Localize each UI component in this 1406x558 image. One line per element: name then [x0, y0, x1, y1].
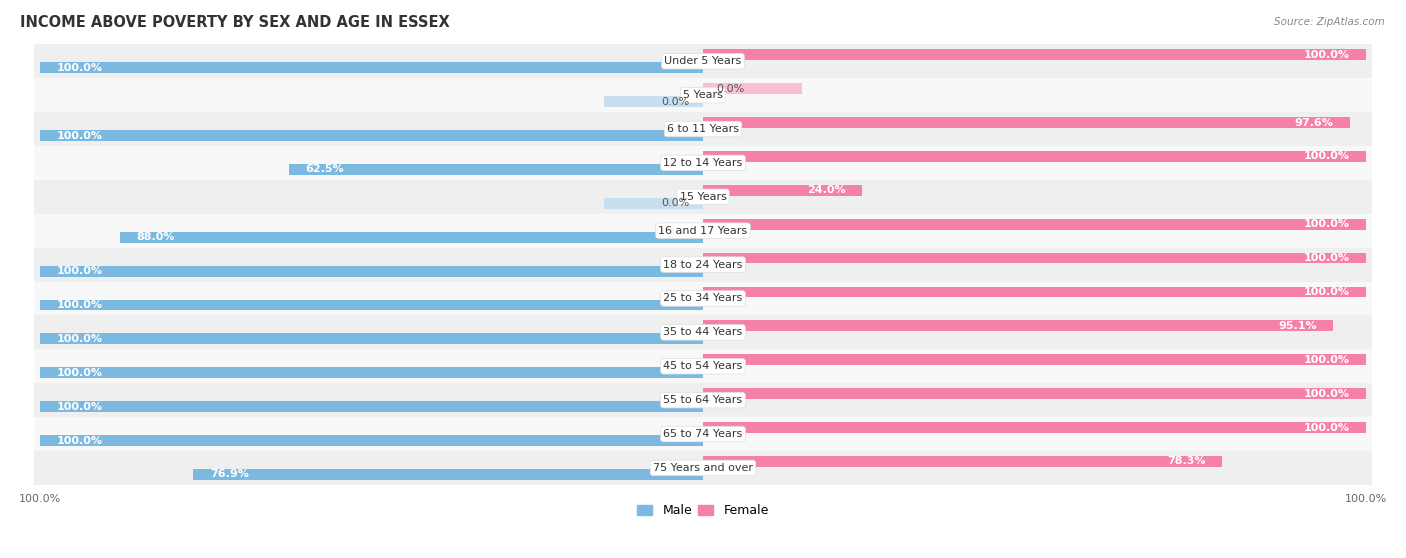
Bar	[703, 422, 1365, 433]
Text: 97.6%: 97.6%	[1295, 118, 1333, 127]
Bar	[34, 383, 1372, 417]
Bar	[41, 367, 703, 378]
Bar	[34, 451, 1372, 485]
Text: 65 to 74 Years: 65 to 74 Years	[664, 429, 742, 439]
Bar	[603, 198, 703, 209]
Text: 100.0%: 100.0%	[56, 368, 103, 378]
Bar	[703, 253, 1365, 263]
Text: 88.0%: 88.0%	[136, 232, 174, 242]
Text: 100.0%: 100.0%	[1303, 219, 1350, 229]
Legend: Male, Female: Male, Female	[633, 499, 773, 522]
Bar	[703, 320, 1333, 331]
Text: 100.0%: 100.0%	[56, 334, 103, 344]
Text: 100.0%: 100.0%	[1303, 355, 1350, 365]
Bar	[34, 214, 1372, 248]
Bar	[703, 354, 1365, 365]
Bar	[193, 469, 703, 480]
Bar	[34, 112, 1372, 146]
Text: 24.0%: 24.0%	[807, 185, 845, 195]
Bar	[41, 435, 703, 446]
Text: 100.0%: 100.0%	[56, 266, 103, 276]
Text: 0.0%: 0.0%	[661, 198, 690, 208]
Bar	[703, 388, 1365, 399]
Text: 0.0%: 0.0%	[716, 84, 745, 94]
Bar	[288, 164, 703, 175]
Bar	[41, 62, 703, 73]
Bar	[41, 300, 703, 310]
Bar	[34, 349, 1372, 383]
Text: 45 to 54 Years: 45 to 54 Years	[664, 361, 742, 371]
Bar	[703, 219, 1365, 229]
Bar	[603, 96, 703, 107]
Text: 100.0%: 100.0%	[56, 131, 103, 141]
Bar	[41, 401, 703, 412]
Text: 35 to 44 Years: 35 to 44 Years	[664, 328, 742, 338]
Text: 100.0%: 100.0%	[56, 402, 103, 412]
Text: 55 to 64 Years: 55 to 64 Years	[664, 395, 742, 405]
Text: 100.0%: 100.0%	[1303, 287, 1350, 297]
Text: 5 Years: 5 Years	[683, 90, 723, 100]
Text: 95.1%: 95.1%	[1278, 321, 1317, 331]
Text: 78.3%: 78.3%	[1167, 456, 1205, 466]
Bar	[34, 44, 1372, 78]
Text: 6 to 11 Years: 6 to 11 Years	[666, 124, 740, 134]
Text: 16 and 17 Years: 16 and 17 Years	[658, 225, 748, 235]
Bar	[34, 180, 1372, 214]
Bar	[41, 334, 703, 344]
Text: 100.0%: 100.0%	[56, 436, 103, 445]
Bar	[703, 83, 803, 94]
Bar	[703, 151, 1365, 162]
Text: 18 to 24 Years: 18 to 24 Years	[664, 259, 742, 270]
Text: 100.0%: 100.0%	[1303, 50, 1350, 60]
Text: 15 Years: 15 Years	[679, 192, 727, 202]
Bar	[703, 456, 1222, 467]
Text: 100.0%: 100.0%	[56, 300, 103, 310]
Bar	[703, 287, 1365, 297]
Text: 100.0%: 100.0%	[1303, 253, 1350, 263]
Bar	[41, 266, 703, 277]
Bar	[34, 315, 1372, 349]
Text: 12 to 14 Years: 12 to 14 Years	[664, 158, 742, 168]
Bar	[703, 185, 862, 196]
Bar	[703, 117, 1350, 128]
Text: 62.5%: 62.5%	[305, 165, 344, 175]
Bar	[34, 248, 1372, 282]
Bar	[34, 417, 1372, 451]
Text: 0.0%: 0.0%	[661, 97, 690, 107]
Text: INCOME ABOVE POVERTY BY SEX AND AGE IN ESSEX: INCOME ABOVE POVERTY BY SEX AND AGE IN E…	[20, 15, 450, 30]
Bar	[34, 146, 1372, 180]
Text: Under 5 Years: Under 5 Years	[665, 56, 741, 66]
Text: 100.0%: 100.0%	[1303, 422, 1350, 432]
Text: Source: ZipAtlas.com: Source: ZipAtlas.com	[1274, 17, 1385, 27]
Bar	[703, 49, 1365, 60]
Bar	[41, 130, 703, 141]
Text: 76.9%: 76.9%	[209, 469, 249, 479]
Text: 75 Years and over: 75 Years and over	[652, 463, 754, 473]
Text: 100.0%: 100.0%	[1303, 151, 1350, 161]
Bar	[34, 78, 1372, 112]
Text: 25 to 34 Years: 25 to 34 Years	[664, 294, 742, 304]
Text: 100.0%: 100.0%	[56, 62, 103, 73]
Bar	[34, 282, 1372, 315]
Bar	[120, 232, 703, 243]
Text: 100.0%: 100.0%	[1303, 388, 1350, 398]
